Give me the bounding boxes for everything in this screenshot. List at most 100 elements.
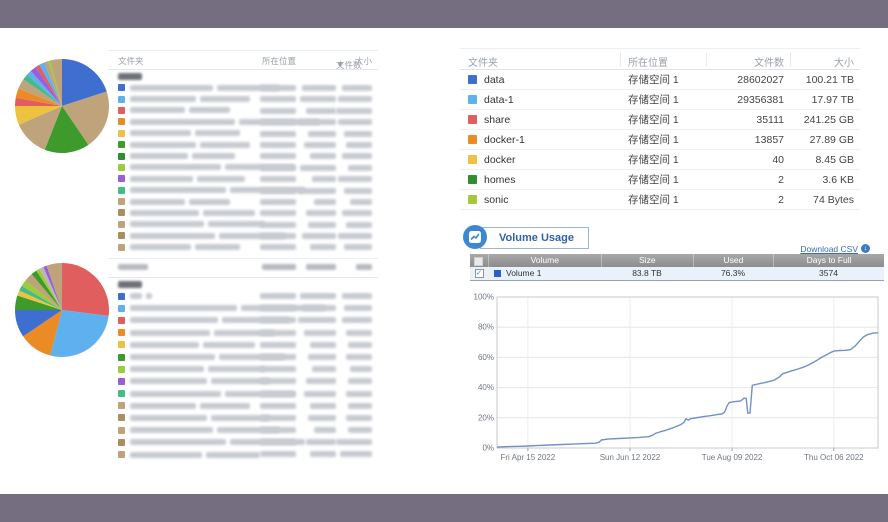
download-icon[interactable]: ↓ [861,244,870,253]
table-row-redacted[interactable] [108,436,378,448]
pie-slice[interactable] [15,106,62,125]
volume-checkbox[interactable]: ✓ [474,269,484,278]
table-row-redacted[interactable] [108,339,378,351]
redacted-folder-name [130,175,193,182]
folder-row-sonic[interactable]: sonic 存储空间 1 2 74 Bytes [460,190,860,210]
table-row-redacted[interactable] [108,82,378,93]
table-row-redacted[interactable] [108,424,378,436]
table-row-redacted[interactable] [108,327,378,339]
table-row-redacted[interactable] [108,93,378,104]
pie-slice[interactable] [46,263,62,310]
pie-slice[interactable] [18,79,62,106]
pie-slice[interactable] [44,61,62,106]
table-row-redacted[interactable] [108,302,378,314]
column-header-size[interactable]: 大小 [834,58,854,69]
pie-slice[interactable] [23,310,62,356]
header-divider [620,52,621,66]
table-row-redacted[interactable] [108,448,378,460]
table-row-redacted[interactable] [108,400,378,412]
pie-slice[interactable] [31,270,62,310]
table-row-redacted[interactable] [108,162,378,173]
pie-slice[interactable] [15,97,62,106]
table-row-redacted[interactable] [108,207,378,218]
table-row-redacted[interactable] [108,230,378,241]
redacted-folder-name [200,141,250,148]
table-row-redacted[interactable] [108,388,378,400]
table-row-redacted[interactable] [108,116,378,127]
pie-slice[interactable] [30,66,62,106]
column-header-size[interactable]: 大小 [354,56,372,66]
volume-row[interactable]: ✓ Volume 1 83.8 TB 76.3% 3574 [470,267,884,280]
table-row-redacted[interactable] [108,150,378,161]
table-row-redacted[interactable] [108,219,378,230]
folder-row-data-1[interactable]: data-1 存储空间 1 29356381 17.97 TB [460,90,860,110]
redacted-file-count [304,329,336,336]
pie-slice[interactable] [62,59,107,106]
pie-slice[interactable] [62,91,109,145]
column-header-folder[interactable]: 文件夹 [118,56,144,66]
column-header-location[interactable]: 所在位置 [628,58,668,69]
y-axis-tick-label: 40% [478,383,494,392]
pie-slice[interactable] [21,280,62,311]
column-header-used[interactable]: Used [692,254,773,267]
table-row-redacted[interactable] [108,105,378,116]
table-row-redacted[interactable] [108,412,378,424]
pie-slice[interactable] [15,295,62,310]
folder-name: data [484,73,505,86]
column-header-location[interactable]: 所在位置 [261,56,296,66]
column-header-folder[interactable]: 文件夹 [468,58,498,69]
select-all-checkbox[interactable] [470,254,488,267]
pie-slice[interactable] [39,62,62,106]
folder-color-square [118,414,125,422]
pie-slice[interactable] [50,59,62,106]
table-row-redacted[interactable] [108,290,378,302]
column-header-filecount[interactable]: 文件数 [754,58,784,69]
pie-slice[interactable] [62,263,110,316]
pie-chart-bottom[interactable] [12,260,112,360]
table-row-redacted[interactable] [108,128,378,139]
pie-slice[interactable] [39,266,62,310]
pie-slice[interactable] [50,310,109,357]
column-header-size[interactable]: Size [600,254,693,267]
pie-slice[interactable] [19,285,62,310]
pie-chart-top[interactable] [12,56,112,156]
left-table-header: 文件夹 所在位置 文件数 ▼ 大小 [108,50,378,70]
folder-row-docker[interactable]: docker 存储空间 1 40 8.45 GB [460,150,860,170]
back-row[interactable] [108,278,378,290]
column-header-volume[interactable]: Volume [487,254,601,267]
pie-slice[interactable] [43,265,62,310]
table-row-redacted[interactable] [108,139,378,150]
folder-color-square [118,353,125,361]
pie-slice[interactable] [26,70,62,106]
back-row[interactable] [108,70,378,82]
table-row-redacted[interactable] [108,363,378,375]
download-csv-link[interactable]: Download CSV [800,244,858,254]
folder-row-homes[interactable]: homes 存储空间 1 2 3.6 KB [460,170,860,190]
pie-slice[interactable] [35,64,62,106]
pie-slice[interactable] [15,88,62,106]
folder-row-data[interactable]: data 存储空间 1 28602027 100.21 TB [460,70,860,90]
folder-row-docker-1[interactable]: docker-1 存储空间 1 13857 27.89 GB [460,130,860,150]
folder-row-share[interactable]: share 存储空间 1 35111 241.25 GB [460,110,860,130]
redacted-file-count [298,317,336,324]
table-row-redacted[interactable] [108,185,378,196]
pie-slice[interactable] [44,106,89,153]
pie-slice[interactable] [17,290,62,310]
pie-slice[interactable] [25,274,62,310]
table-row-redacted[interactable] [108,196,378,207]
pie-slice[interactable] [18,106,62,150]
table-row-redacted[interactable] [108,375,378,387]
pie-slice[interactable] [23,74,62,106]
column-header-days-to-full[interactable]: Days to Full [773,254,884,267]
table-row-redacted[interactable] [108,314,378,326]
table-row-redacted[interactable] [108,173,378,184]
table-row-redacted[interactable] [108,351,378,363]
redacted-folder-name [217,84,280,91]
redacted-header [356,264,372,270]
table-row-redacted[interactable] [108,241,378,252]
pie-slice[interactable] [36,268,62,310]
pie-slice[interactable] [15,310,62,337]
folder-location: 存储空间 1 [628,154,679,166]
folder-name: data-1 [484,93,514,106]
pie-slice[interactable] [48,60,62,106]
